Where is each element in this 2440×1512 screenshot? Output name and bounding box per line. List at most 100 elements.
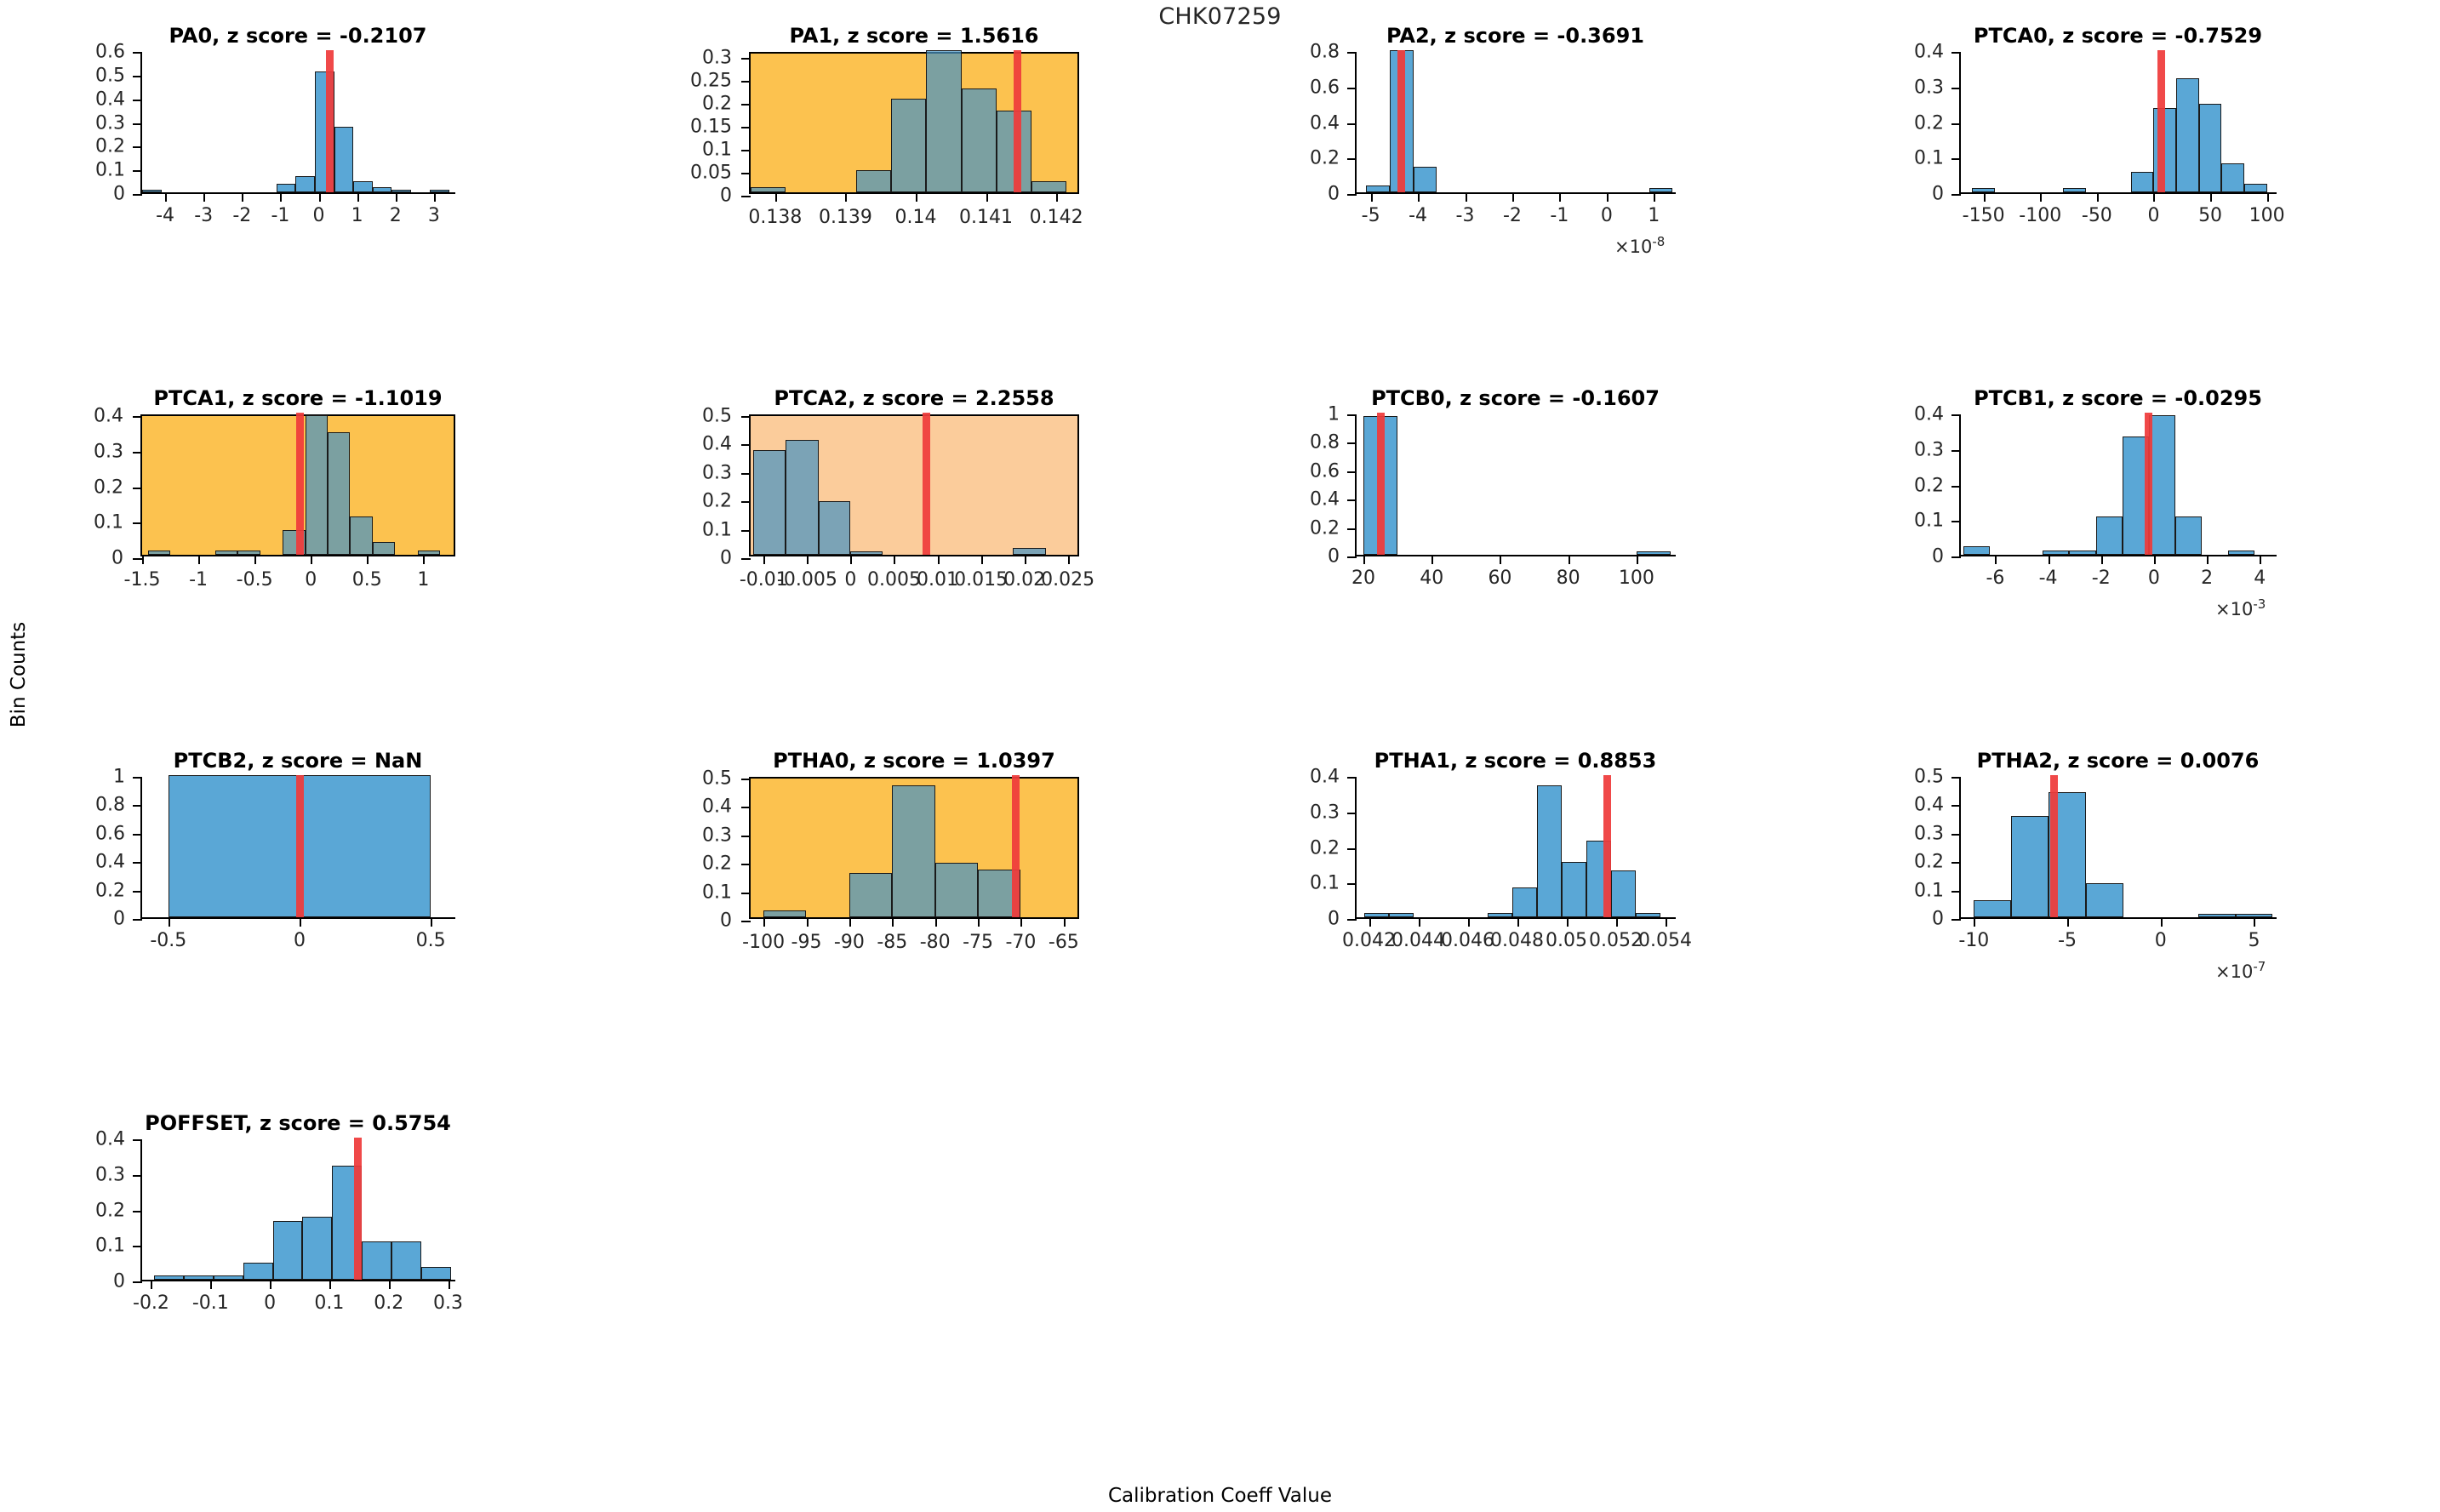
- plot-area-ptha1: 0 0.1 0.2 0.3 0.4 0.042 0.044 0.046 0.048 0.05 0.0…: [1310, 767, 1692, 952]
- y-tick-label: 0.2: [95, 880, 125, 902]
- y-tick: [133, 416, 142, 418]
- y-tick-label: 0.4: [1914, 403, 1944, 425]
- y-tick: [1951, 556, 1961, 558]
- y-tick-label: 0.4: [702, 796, 732, 818]
- histogram-bar: [2174, 516, 2202, 555]
- histogram-bars: [142, 1139, 455, 1280]
- y-tick: [133, 194, 142, 196]
- y-tick-label: 0.1: [95, 159, 125, 181]
- subplot-title-ptca2: PTCA2, z score = 2.2558: [774, 386, 1054, 410]
- y-tick-label: 0.4: [1310, 488, 1340, 511]
- histogram-bar: [926, 50, 962, 192]
- plot-area-ptcb0: 0 0.2 0.4 0.6 0.8 1 20 40 60 80 100: [1310, 404, 1676, 589]
- x-tick-label: 0: [294, 930, 306, 951]
- x-tick: [367, 555, 369, 564]
- x-tick: [1511, 192, 1514, 202]
- y-tick: [1347, 556, 1357, 558]
- reference-line: [295, 775, 304, 917]
- y-tick-label: 0: [1932, 183, 1944, 205]
- x-tick-label: 0: [264, 1292, 277, 1314]
- subplot-title-ptha0: PTHA0, z score = 1.0397: [773, 749, 1055, 773]
- x-tick: [934, 917, 937, 927]
- x-tick: [2260, 555, 2262, 564]
- x-tick: [1024, 555, 1026, 564]
- x-tick: [142, 555, 144, 564]
- y-tick: [1951, 414, 1961, 416]
- histogram-bar: [183, 1275, 214, 1280]
- x-tick-label: 2: [2201, 568, 2214, 589]
- y-tick-label: 0: [1328, 908, 1340, 930]
- x-tick-label: 0: [844, 569, 857, 591]
- y-tick: [1347, 883, 1357, 886]
- reference-line: [1603, 775, 1611, 917]
- y-tick-label: 0.1: [1914, 510, 1944, 532]
- y-tick-label: 0.8: [95, 794, 125, 816]
- reference-line: [1014, 50, 1022, 192]
- y-tick-label: 0.4: [95, 1128, 125, 1150]
- histogram-bars: [751, 50, 1077, 192]
- y-tick: [1347, 87, 1357, 89]
- subplot-ptha2: PTHA2, z score = 0.0076 0 0.1 0.2 0.3 0.4 0.5 -…: [1914, 749, 2277, 982]
- x-tick-label: -0.5: [150, 930, 187, 951]
- histogram-bar: [417, 551, 441, 555]
- y-tick-label: 0.2: [1310, 517, 1340, 539]
- y-tick: [741, 892, 751, 894]
- x-tick-label: -3: [194, 205, 214, 226]
- x-tick-label: 60: [1488, 568, 1512, 589]
- reference-line: [353, 1138, 362, 1280]
- histogram-bar: [961, 88, 997, 192]
- histogram-bar: [785, 440, 819, 555]
- y-tick: [741, 104, 751, 106]
- histogram-bar: [295, 175, 316, 192]
- x-tick: [1370, 192, 1373, 202]
- histogram-bar: [372, 186, 392, 192]
- y-tick-label: 0: [113, 908, 125, 930]
- y-tick-label: 0.8: [1310, 41, 1340, 63]
- histogram-bar: [302, 1216, 333, 1280]
- y-tick-label: 0.2: [1914, 475, 1944, 496]
- x-tick-label: -5: [1361, 205, 1380, 226]
- x-tick-label: -10: [1958, 930, 1990, 951]
- histogram-bar: [391, 1241, 422, 1280]
- y-tick-label: 0.3: [95, 112, 125, 134]
- y-tick: [741, 501, 751, 504]
- plot-area-ptcb2: 0 0.2 0.4 0.6 0.8 1 -0.5 0 0.5: [95, 767, 455, 951]
- y-tick-label: 0.2: [702, 93, 732, 115]
- histogram-bar: [276, 184, 296, 192]
- x-tick-label: -70: [1005, 932, 1037, 953]
- y-tick-label: 0.2: [702, 490, 732, 512]
- subplot-poffset: POFFSET, z score = 0.5754 0 0.1 0.2 0.3 0.4 -0…: [95, 1111, 463, 1314]
- histogram-bar: [892, 785, 935, 917]
- histogram-bar: [328, 431, 351, 555]
- y-tick: [1347, 52, 1357, 54]
- y-tick: [1951, 862, 1961, 864]
- histogram-bar: [1649, 188, 1673, 192]
- y-tick: [1347, 442, 1357, 445]
- x-tick-label: 3: [427, 205, 440, 226]
- x-tick-label: -90: [833, 932, 865, 953]
- x-tick: [2266, 192, 2269, 202]
- x-tick-label: -50: [2081, 205, 2112, 226]
- subplot-title-ptca0: PTCA0, z score = -0.7529: [1973, 24, 2263, 48]
- x-tick-label: 0.005: [866, 569, 921, 591]
- x-tick: [1431, 555, 1434, 564]
- y-tick: [1951, 890, 1961, 893]
- y-tick: [1951, 833, 1961, 836]
- x-tick: [845, 192, 848, 202]
- x-tick: [2067, 917, 2070, 927]
- x-tick-label: -5: [2058, 930, 2077, 951]
- y-tick-label: 0.2: [1310, 147, 1340, 169]
- histogram-bar: [818, 500, 851, 555]
- subplot-title-ptcb2: PTCB2, z score = NaN: [173, 749, 423, 773]
- x-tick: [270, 1280, 272, 1289]
- histogram-bar: [1974, 899, 2012, 917]
- x-tick: [806, 917, 809, 927]
- x-tick: [433, 192, 436, 202]
- histogram-bar: [2235, 914, 2273, 917]
- histogram-bar: [891, 99, 927, 192]
- x-tick: [254, 555, 257, 564]
- x-axis-exponent: ×10-3: [2215, 596, 2266, 619]
- y-tick-label: 0.2: [1914, 112, 1944, 134]
- x-tick: [807, 555, 809, 564]
- x-tick: [198, 555, 201, 564]
